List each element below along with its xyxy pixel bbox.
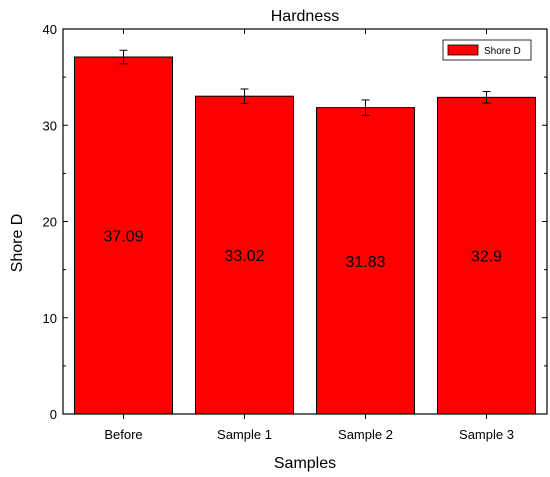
x-axis-label: Samples xyxy=(274,455,336,472)
legend: Shore D xyxy=(442,39,532,61)
x-tick-label: Sample 3 xyxy=(459,427,514,442)
data-label: 31.83 xyxy=(345,254,385,271)
bar xyxy=(436,96,537,415)
data-label: 33.02 xyxy=(224,248,264,265)
data-label: 37.09 xyxy=(103,229,143,246)
bar xyxy=(73,56,174,415)
y-tick-label: 0 xyxy=(50,407,57,422)
y-tick-label: 10 xyxy=(43,311,57,326)
y-tick-label: 30 xyxy=(43,118,57,133)
bars-group xyxy=(73,56,537,415)
legend-label: Shore D xyxy=(484,46,521,57)
y-axis: 0 10 20 30 40 xyxy=(43,22,547,422)
data-labels-group: 37.09 33.02 31.83 32.9 xyxy=(103,229,502,271)
y-tick-label: 40 xyxy=(43,22,57,37)
data-label: 32.9 xyxy=(471,249,502,266)
y-axis-label: Shore D xyxy=(9,214,26,273)
error-bars-group xyxy=(119,49,491,116)
x-tick-label: Sample 1 xyxy=(217,427,272,442)
x-axis: Before Sample 1 Sample 2 Sample 3 xyxy=(104,29,514,442)
y-tick-label: 20 xyxy=(43,215,57,230)
legend-swatch xyxy=(447,44,479,56)
x-tick-label: Before xyxy=(104,427,142,442)
bar xyxy=(194,95,295,415)
chart-title: Hardness xyxy=(271,8,339,25)
x-tick-label: Sample 2 xyxy=(338,427,393,442)
